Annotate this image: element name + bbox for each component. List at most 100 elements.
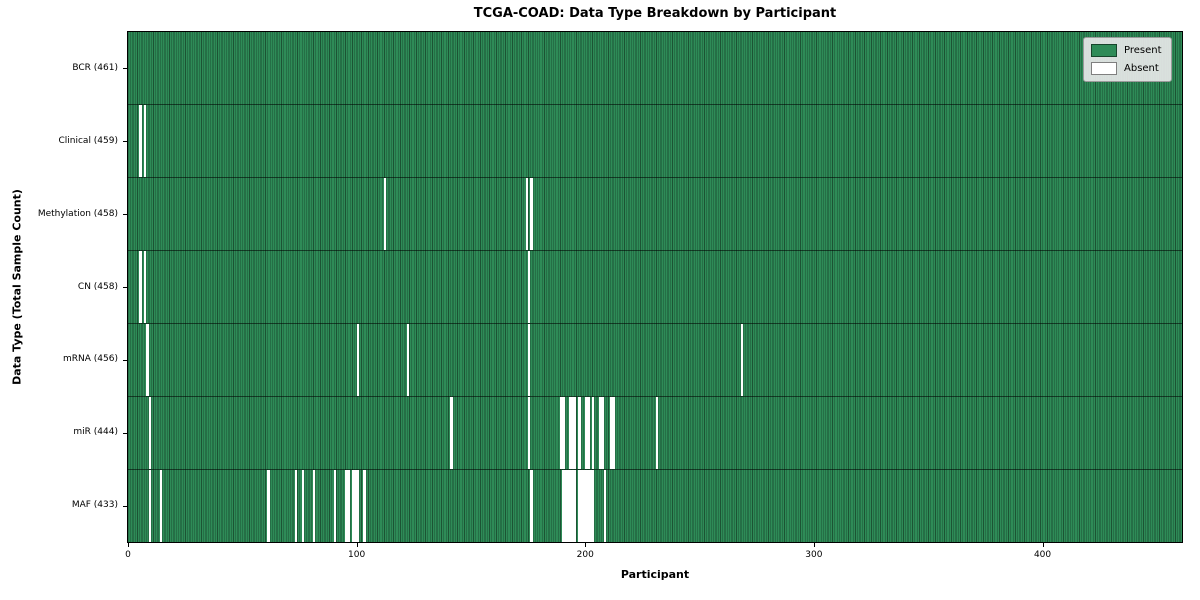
absent-marker: [564, 470, 567, 542]
absent-marker: [592, 470, 595, 542]
absent-marker: [578, 470, 581, 542]
y-tick-label-clinical: Clinical (459): [58, 135, 118, 146]
absent-marker: [356, 324, 359, 396]
y-tick-mark: [123, 359, 127, 361]
x-tick-mark: [585, 543, 587, 547]
absent-marker: [585, 470, 588, 542]
absent-marker: [345, 470, 348, 542]
absent-marker: [146, 324, 149, 396]
absent-marker: [406, 324, 410, 396]
absent-marker: [528, 397, 531, 469]
x-tick-label: 0: [125, 550, 131, 560]
absent-marker: [560, 397, 563, 469]
absent-marker: [587, 470, 590, 542]
y-tick-mark: [123, 68, 127, 70]
legend: Present Absent: [1083, 37, 1172, 82]
absent-marker: [601, 397, 604, 469]
absent-marker: [573, 397, 577, 469]
y-tick-mark: [123, 214, 127, 216]
y-tick-mark: [123, 287, 127, 288]
plot-area: [127, 31, 1183, 543]
absent-marker: [148, 397, 151, 469]
heatmap-row-maf: [128, 470, 1182, 542]
absent-marker: [569, 470, 572, 542]
y-tick-label-bcr: BCR (461): [72, 62, 118, 73]
heatmap-row-cn: [128, 251, 1182, 324]
y-tick-label-maf: MAF (433): [71, 500, 118, 511]
absent-marker: [356, 470, 359, 542]
absent-marker: [363, 470, 366, 542]
absent-marker: [301, 470, 305, 542]
y-tick-mark: [123, 505, 127, 507]
absent-marker: [571, 397, 574, 469]
absent-marker: [582, 470, 586, 542]
heatmap-row-clinical: [128, 105, 1182, 178]
x-tick-mark: [128, 543, 129, 547]
absent-marker: [589, 470, 593, 542]
absent-marker: [569, 397, 572, 469]
absent-marker: [525, 178, 529, 250]
absent-marker: [347, 470, 350, 542]
absent-marker: [603, 470, 606, 542]
absent-marker: [566, 470, 570, 542]
absent-marker: [580, 470, 583, 542]
absent-marker: [562, 397, 565, 469]
absent-marker: [530, 178, 533, 250]
absent-marker: [562, 470, 565, 542]
absent-marker: [352, 470, 355, 542]
legend-item-present: Present: [1091, 44, 1162, 57]
absent-marker: [573, 470, 577, 542]
chart-title: TCGA-COAD: Data Type Breakdown by Partic…: [473, 6, 837, 21]
present-swatch-icon: [1091, 44, 1117, 57]
absent-marker: [571, 470, 574, 542]
y-tick-label-mrna: mRNA (456): [63, 354, 118, 365]
absent-swatch-icon: [1091, 62, 1117, 75]
x-tick-mark: [1042, 543, 1044, 547]
absent-marker: [530, 470, 533, 542]
absent-marker: [294, 470, 298, 542]
absent-marker: [528, 324, 531, 396]
absent-marker: [139, 105, 142, 177]
absent-marker: [656, 397, 659, 469]
y-tick-label-methylation: Methylation (458): [37, 208, 118, 219]
heatmap-row-bcr: [128, 32, 1182, 105]
heatmap-row-mir: [128, 397, 1182, 470]
legend-item-absent: Absent: [1091, 62, 1162, 75]
absent-marker: [139, 251, 142, 323]
x-tick-mark: [356, 543, 358, 547]
x-axis-title: Participant: [620, 568, 690, 581]
absent-marker: [610, 397, 613, 469]
absent-marker: [598, 397, 602, 469]
x-tick-mark: [813, 543, 815, 547]
absent-marker: [587, 397, 590, 469]
heatmap-row-mrna: [128, 324, 1182, 397]
absent-marker: [450, 397, 453, 469]
y-tick-mark: [123, 141, 127, 143]
absent-marker: [267, 470, 270, 542]
absent-marker: [148, 470, 151, 542]
x-tick-label: 400: [1033, 550, 1052, 560]
absent-marker: [528, 251, 531, 323]
heatmap-row-methylation: [128, 178, 1182, 251]
absent-marker: [354, 470, 357, 542]
x-tick-label: 100: [348, 550, 366, 560]
x-tick-label: 300: [805, 550, 823, 560]
y-tick-label-cn: CN (458): [77, 281, 118, 292]
absent-marker: [313, 470, 316, 542]
absent-marker: [740, 324, 744, 396]
x-tick-label: 200: [576, 550, 594, 560]
absent-marker: [144, 251, 147, 323]
absent-marker: [585, 397, 588, 469]
legend-label: Absent: [1124, 63, 1159, 74]
legend-label: Present: [1124, 45, 1162, 56]
y-tick-mark: [123, 432, 127, 434]
absent-marker: [578, 397, 581, 469]
absent-marker: [592, 397, 595, 469]
absent-marker: [160, 470, 163, 542]
absent-marker: [333, 470, 337, 542]
absent-marker: [612, 397, 615, 469]
absent-marker: [384, 178, 387, 250]
y-tick-label-mir: miR (444): [73, 427, 118, 438]
absent-marker: [144, 105, 147, 177]
